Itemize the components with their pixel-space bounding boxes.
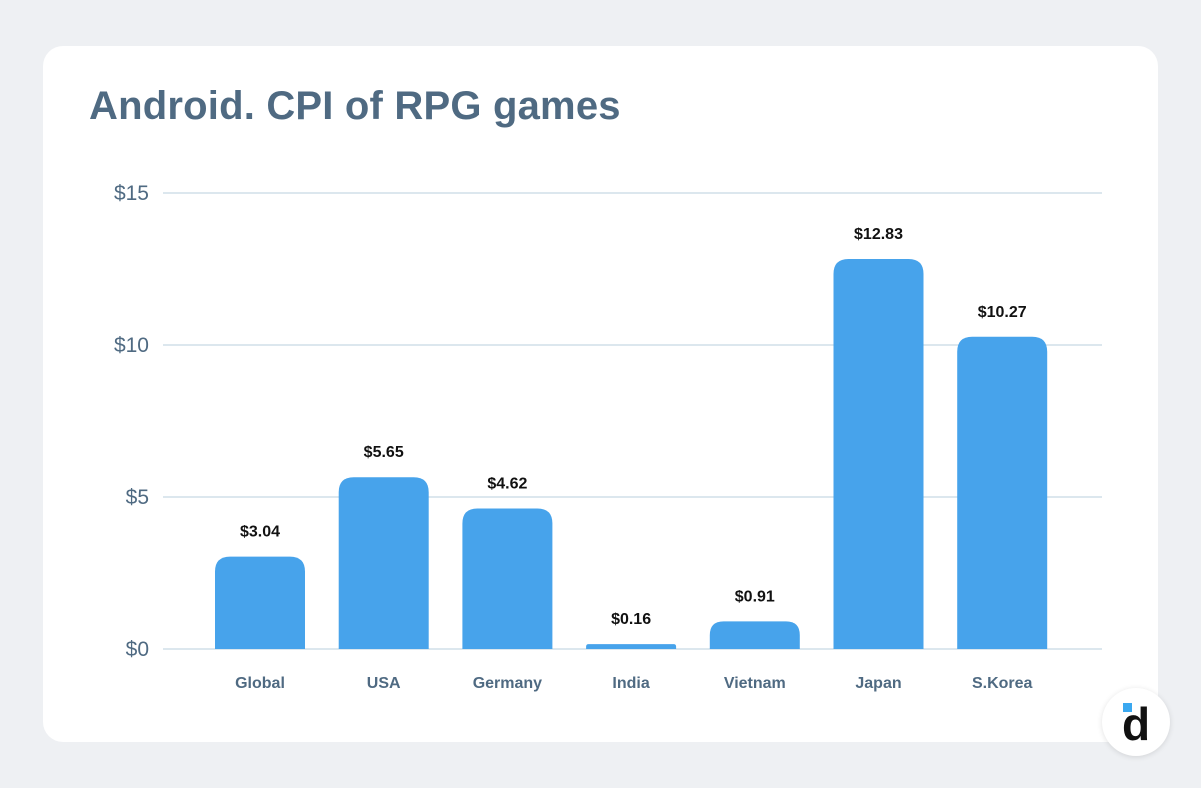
y-tick-label: $0: [126, 638, 149, 661]
chart-title: Android. CPI of RPG games: [89, 84, 621, 128]
x-tick-label: Global: [235, 675, 285, 692]
bar-s-korea: [957, 336, 1048, 649]
x-tick-label: S.Korea: [972, 675, 1033, 692]
bar-vietnam: [709, 621, 800, 649]
data-label: $0.91: [735, 588, 775, 605]
data-label: $10.27: [978, 304, 1027, 321]
x-tick-label: Germany: [473, 675, 542, 692]
bar-germany: [462, 508, 553, 649]
data-label: $3.04: [240, 524, 280, 541]
data-label: $0.16: [611, 611, 651, 628]
y-tick-label: $15: [114, 182, 149, 205]
bar-india: [586, 644, 677, 649]
data-label: $4.62: [487, 476, 527, 493]
data-label: $12.83: [854, 226, 903, 243]
data-label: $5.65: [364, 444, 404, 461]
logo-letter: d: [1122, 698, 1150, 750]
x-tick-label: USA: [367, 675, 401, 692]
bar-japan: [833, 258, 924, 649]
devtodev-logo-icon: d: [1102, 688, 1170, 756]
logo-accent-square: [1123, 703, 1132, 712]
y-tick-label: $5: [126, 486, 149, 509]
bar-usa: [338, 477, 429, 649]
x-tick-label: Vietnam: [724, 675, 786, 692]
x-tick-label: Japan: [855, 675, 901, 692]
x-tick-label: India: [612, 675, 649, 692]
bar-global: [215, 556, 305, 649]
y-tick-label: $10: [114, 334, 149, 357]
